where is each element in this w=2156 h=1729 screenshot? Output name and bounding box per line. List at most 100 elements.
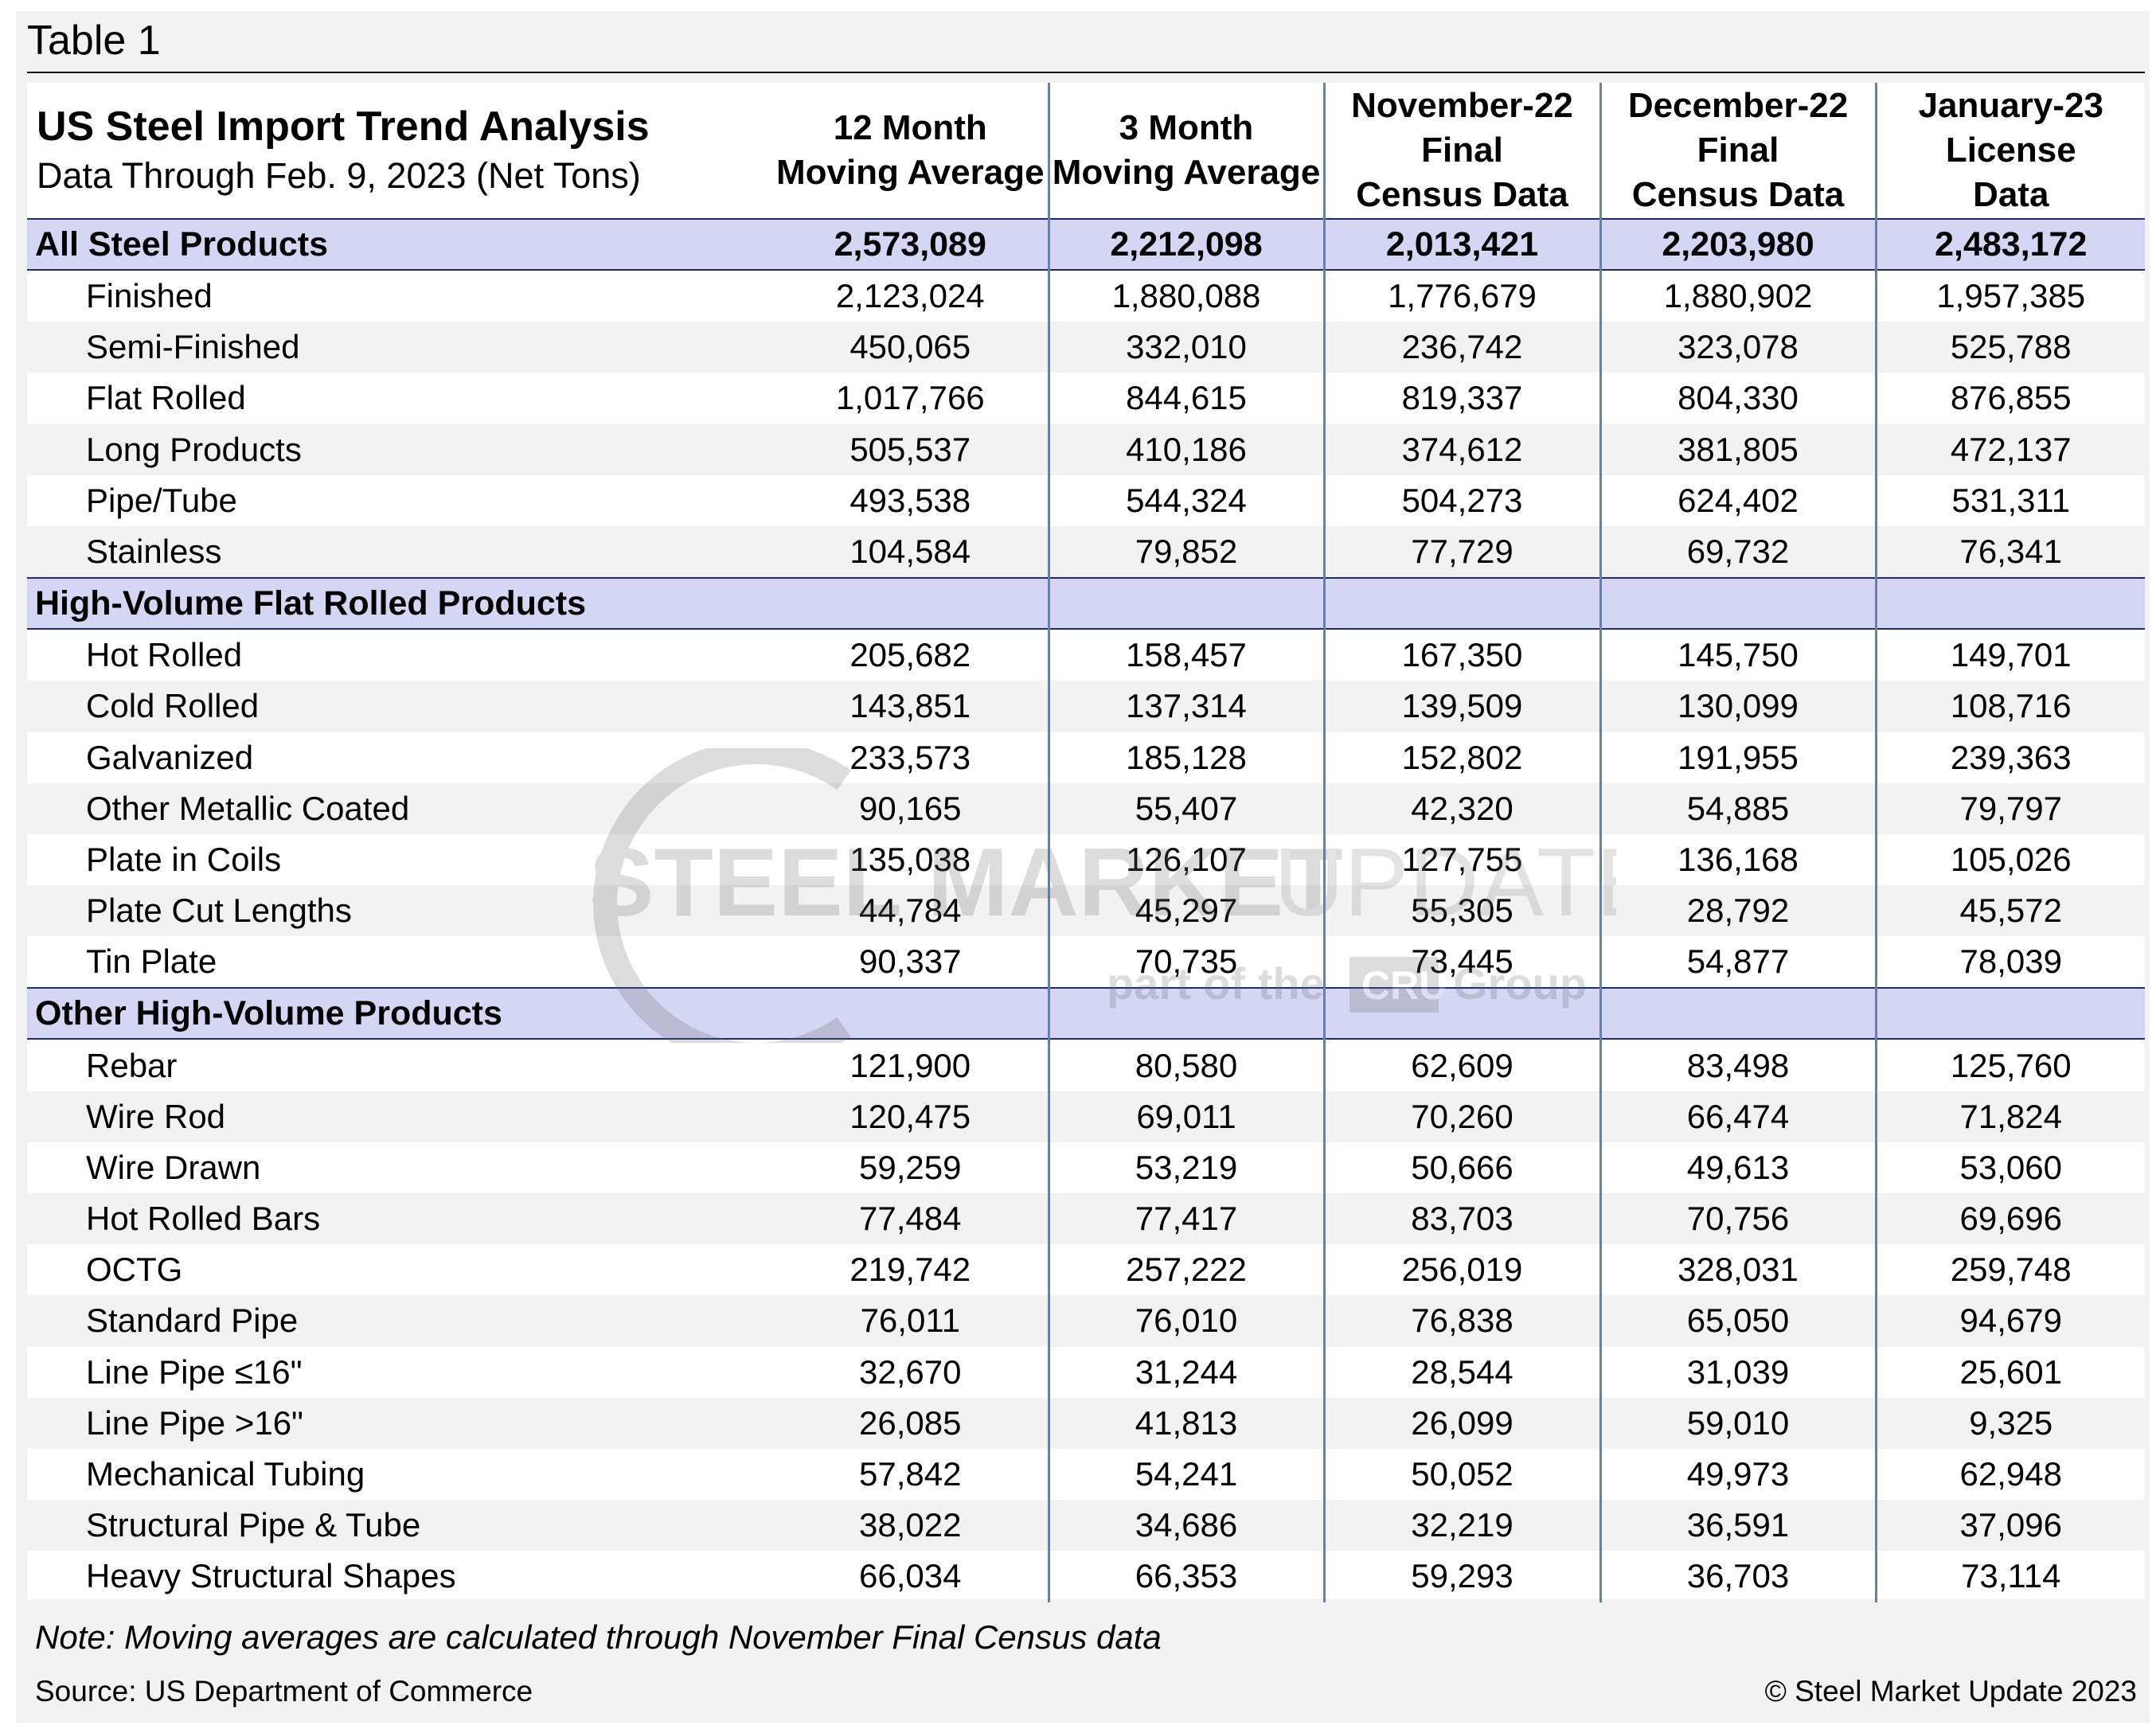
table-row: Galvanized 233,573 185,128 152,802 191,955 23… [27,732,2145,783]
figure-label: Table 1 [27,18,161,64]
value-cell: 876,855 [1874,373,2145,424]
row-label: Mechanical Tubing [86,1455,365,1493]
section-value-cell [1322,578,1600,630]
value-cell: 90,337 [859,943,962,981]
header-row: US Steel Import Trend Analysis Data Thro… [27,83,2145,219]
import-trend-table: US Steel Import Trend Analysis Data Thro… [27,83,2145,1602]
section-value-cell [1599,988,1876,1040]
value-cell: 69,011 [1047,1091,1324,1142]
table-title: US Steel Import Trend Analysis [37,103,650,150]
value-cell: 79,852 [1047,525,1324,579]
value-cell: 73,445 [1322,936,1600,989]
value-cell: 544,324 [1047,474,1324,526]
table-row: Wire Rod 120,475 69,011 70,260 66,474 71,824 [27,1091,2145,1142]
row-label: Wire Rod [27,1091,773,1142]
value-cell: 59,293 [1322,1551,1600,1602]
copyright-line: © Steel Market Update 2023 [1764,1675,2137,1708]
value-cell: 37,096 [1874,1500,2145,1551]
value-cell: 531,311 [1874,474,2145,526]
section-label: Other High-Volume Products [27,988,773,1040]
section-value-cell [773,578,1049,630]
value-cell: 257,222 [1047,1244,1324,1296]
source-line: Source: US Department of Commerce [35,1675,533,1708]
row-label: Line Pipe ≤16" [86,1352,303,1391]
value-cell: 36,703 [1599,1551,1876,1602]
value-cell: 844,615 [1047,373,1324,424]
table-row: Plate in Coils 135,038 126,107 127,755 136,1… [27,833,2145,886]
value-cell: 26,099 [1322,1397,1600,1449]
value-cell: 1,017,766 [835,379,985,417]
value-cell: 31,039 [1599,1346,1876,1398]
value-cell: 77,417 [1047,1193,1324,1245]
table-row: Hot Rolled 205,682 158,457 167,350 145,750 14… [27,629,2145,681]
value-cell: 45,572 [1874,885,2145,937]
value-cell: 125,760 [1874,1039,2145,1091]
value-cell: 1,880,088 [1047,270,1324,322]
value-cell: 55,305 [1322,885,1600,937]
value-cell: 1,776,679 [1322,270,1600,322]
col-header-3-month: 3 Month Moving Average [1047,83,1324,219]
value-cell: 70,756 [1599,1193,1876,1245]
section-value-cell [773,988,1049,1040]
value-cell: 328,031 [1599,1244,1876,1296]
row-label: Other Metallic Coated [27,783,773,834]
value-cell: 28,544 [1322,1346,1600,1398]
value-cell: 139,509 [1322,681,1600,732]
value-cell: 233,573 [850,738,971,776]
row-label: Line Pipe >16" [27,1397,773,1449]
value-cell: 108,716 [1874,681,2145,732]
value-cell: 79,797 [1874,783,2145,834]
value-cell: 239,363 [1874,732,2145,783]
value-cell: 191,955 [1599,732,1876,783]
row-label: Semi-Finished [27,322,773,373]
value-cell: 49,613 [1599,1142,1876,1193]
row-label: Tin Plate [86,943,217,981]
value-cell: 32,670 [859,1352,962,1391]
value-cell: 62,609 [1322,1039,1600,1091]
table-body: All Steel Products 2,573,089 2,212,098 2,01… [27,219,2145,1602]
value-cell: 493,538 [850,481,971,519]
col-header-january-23: January-23 License Data [1874,83,2145,219]
value-cell: 76,010 [1047,1295,1324,1347]
value-cell: 332,010 [1047,322,1324,373]
value-cell: 41,813 [1047,1397,1324,1449]
table-row: Semi-Finished 450,065 332,010 236,742 323,07… [27,322,2145,373]
row-label: OCTG [86,1251,183,1289]
figure-label-rule [27,72,2145,73]
row-label: Heavy Structural Shapes [86,1557,456,1595]
value-cell: 624,402 [1599,474,1876,526]
value-cell: 83,498 [1599,1039,1876,1091]
section-value-cell: 2,483,172 [1874,219,2145,270]
value-cell: 78,039 [1874,936,2145,989]
value-cell: 323,078 [1599,322,1876,373]
table-row: Plate Cut Lengths 44,784 45,297 55,305 28,79… [27,885,2145,937]
value-cell: 42,320 [1322,783,1600,834]
table-row: Hot Rolled Bars 77,484 77,417 83,703 70,756 6… [27,1193,2145,1245]
row-label: Rebar [86,1046,178,1084]
row-label: Stainless [27,525,773,579]
value-cell: 83,703 [1322,1193,1600,1245]
table-row: Wire Drawn 59,259 53,219 50,666 49,613 53,060 [27,1142,2145,1193]
value-cell: 127,755 [1322,833,1600,886]
value-cell: 804,330 [1599,373,1876,424]
value-cell: 50,052 [1322,1448,1600,1501]
value-cell: 36,591 [1599,1500,1876,1551]
section-label: High-Volume Flat Rolled Products [27,578,773,630]
value-cell: 76,838 [1322,1295,1600,1347]
value-cell: 149,701 [1874,629,2145,681]
value-cell: 25,601 [1874,1346,2145,1398]
table-row: Cold Rolled 143,851 137,314 139,509 130,099 1… [27,681,2145,732]
row-label: Hot Rolled Bars [27,1193,773,1245]
row-label: Wire Drawn [86,1148,261,1186]
table-row: Flat Rolled 1,017,766 844,615 819,337 804,33… [27,373,2145,424]
value-cell: 130,099 [1599,681,1876,732]
value-cell: 410,186 [1047,423,1324,475]
row-label: Galvanized [86,738,254,776]
value-cell: 158,457 [1047,629,1324,681]
value-cell: 94,679 [1874,1295,2145,1347]
value-cell: 66,034 [859,1557,962,1595]
row-label: Hot Rolled [86,636,243,674]
footnote: Note: Moving averages are calculated thr… [35,1618,1162,1656]
section-header-row: High-Volume Flat Rolled Products [27,578,2145,630]
value-cell: 121,900 [850,1046,971,1084]
